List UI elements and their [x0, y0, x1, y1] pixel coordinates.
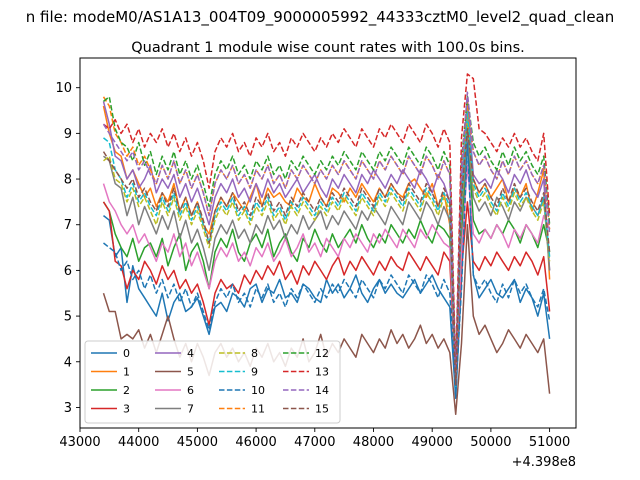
series-line-9 — [103, 109, 551, 390]
x-tick-label: 48000 — [353, 435, 394, 450]
series-line-8 — [103, 118, 551, 381]
x-tick-label: 44000 — [118, 435, 159, 450]
x-offset-text: +4.398e8 — [512, 455, 576, 470]
legend-label-3: 3 — [123, 403, 130, 416]
legend-label-7: 7 — [187, 403, 194, 416]
legend-label-5: 5 — [187, 366, 194, 379]
legend-label-4: 4 — [187, 347, 194, 360]
legend-label-14: 14 — [315, 384, 329, 397]
series-line-7 — [103, 132, 551, 386]
legend-label-8: 8 — [251, 347, 258, 360]
y-tick-label: 9 — [64, 127, 72, 142]
axes-frame — [79, 57, 577, 429]
series-line-15 — [102, 128, 551, 386]
x-tick-label: 46000 — [235, 435, 276, 450]
legend-box — [84, 340, 341, 424]
x-tick-label: 47000 — [294, 435, 335, 450]
y-tick-label: 10 — [55, 81, 72, 96]
y-tick-label: 6 — [64, 264, 72, 279]
series-line-2 — [102, 123, 551, 372]
x-tick-label: 49000 — [412, 435, 453, 450]
y-tick-label: 3 — [64, 401, 72, 416]
legend-label-15: 15 — [315, 403, 329, 416]
legend-label-6: 6 — [187, 384, 194, 397]
y-tick-label: 7 — [64, 218, 72, 233]
series-line-12 — [103, 96, 551, 377]
legend-label-2: 2 — [123, 384, 130, 397]
y-tick-label: 5 — [64, 310, 72, 325]
legend-label-1: 1 — [123, 366, 130, 379]
y-tick-label: 8 — [64, 173, 72, 188]
series-line-6 — [102, 164, 551, 377]
legend-label-11: 11 — [251, 403, 265, 416]
legend-label-0: 0 — [123, 347, 130, 360]
x-tick-label: 51000 — [529, 435, 570, 450]
series-line-10 — [103, 141, 551, 395]
series-line-4 — [102, 96, 551, 381]
x-tick-label: 45000 — [177, 435, 218, 450]
y-axis: 3 4 5 6 7 8 9 10 — [55, 81, 80, 416]
y-tick-label: 4 — [64, 355, 72, 370]
legend-label-12: 12 — [315, 347, 329, 360]
x-tick-label: 43000 — [59, 435, 100, 450]
legend-label-9: 9 — [251, 366, 258, 379]
figure-suptitle: n file: modeM0/AS1A13_004T09_9000005992_… — [26, 8, 615, 27]
legend-label-10: 10 — [251, 384, 265, 397]
x-axis: 43000 44000 45000 46000 47000 48000 49000 50000… — [59, 428, 570, 450]
series-line-14 — [102, 91, 551, 381]
series-line-3 — [102, 201, 551, 386]
series-line-13 — [103, 73, 551, 372]
legend-label-13: 13 — [315, 366, 329, 379]
chart-title: Quadrant 1 module wise count rates with … — [131, 40, 525, 56]
x-tick-label: 50000 — [470, 435, 511, 450]
